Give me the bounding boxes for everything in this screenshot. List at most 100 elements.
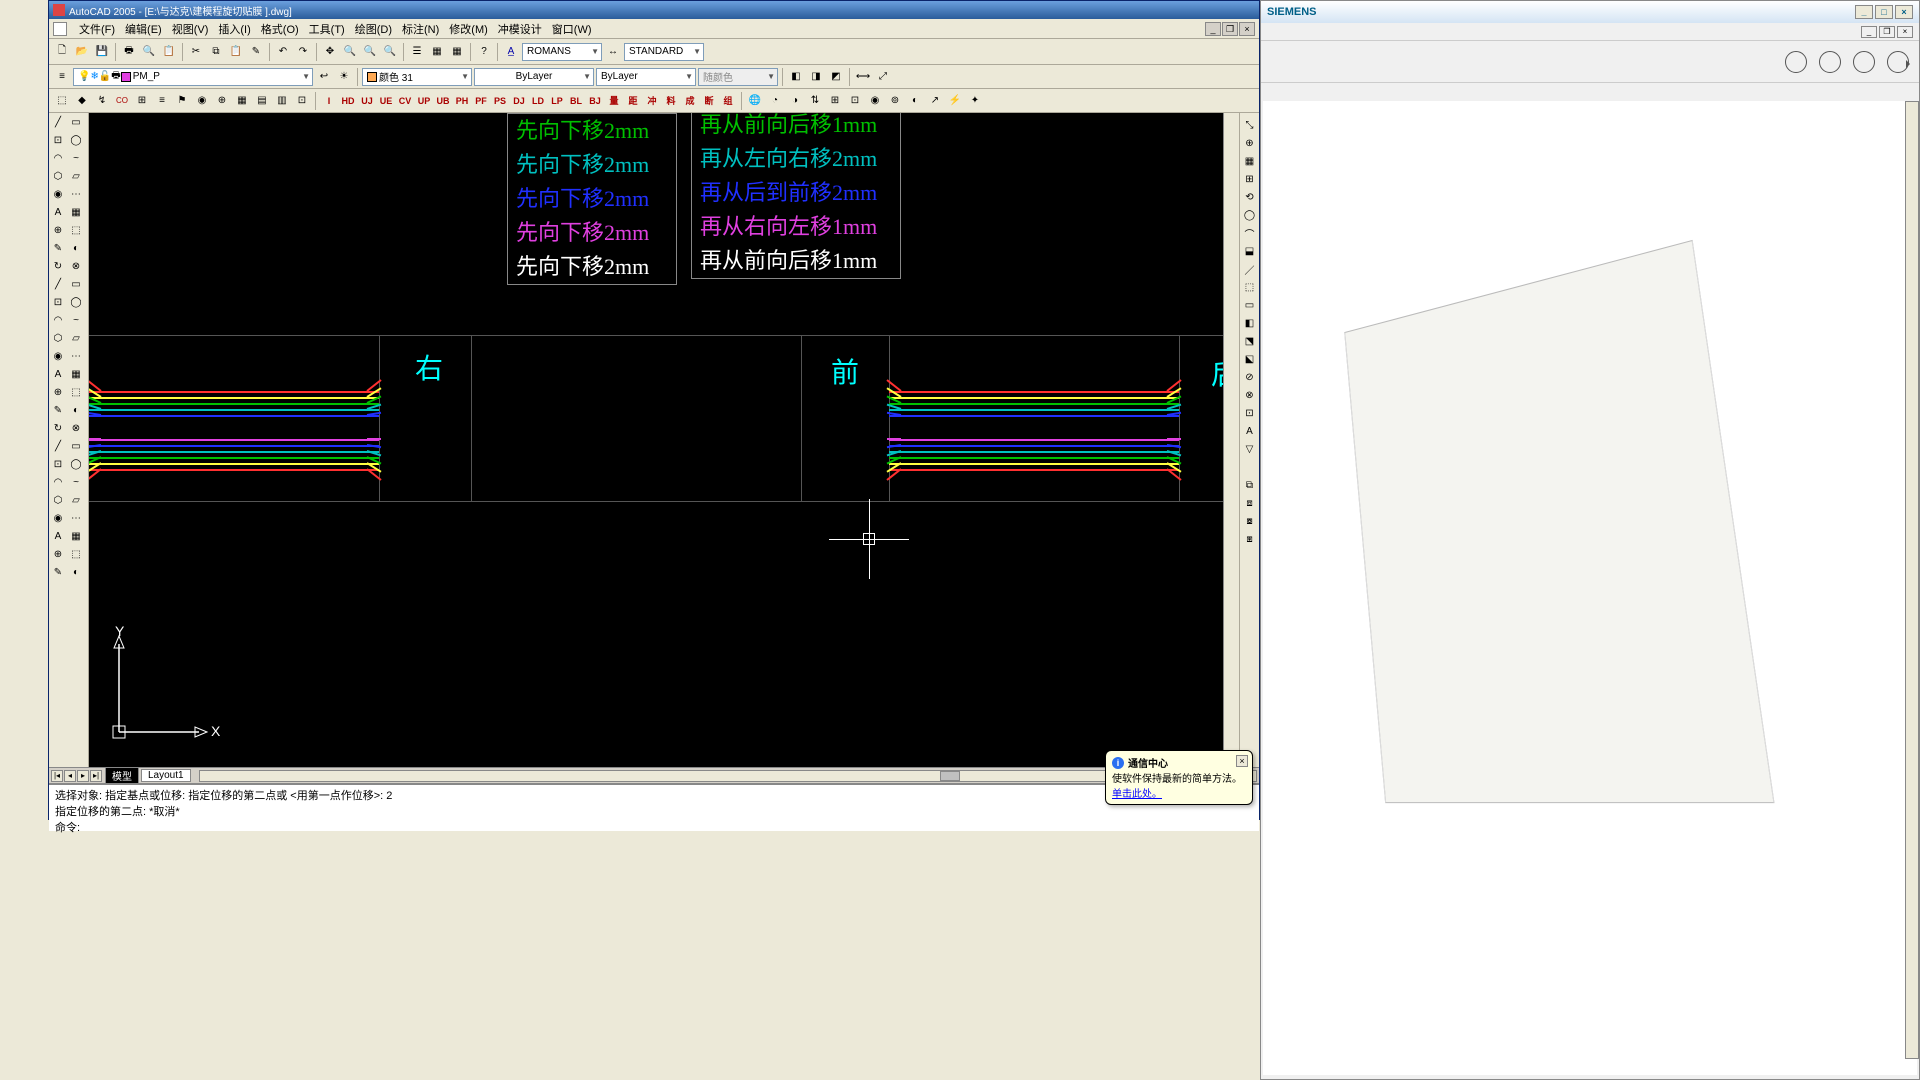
siemens-3d-viewport[interactable] <box>1263 101 1917 1075</box>
vscrollbar[interactable] <box>1223 113 1239 767</box>
punch-btn-18[interactable]: 料 <box>662 92 680 110</box>
command-window[interactable]: 选择对象: 指定基点或位移: 指定位移的第二点或 <用第一点作位移>: 2 指定… <box>49 783 1259 831</box>
ct-a11[interactable]: ⚡ <box>946 92 964 110</box>
new-icon[interactable]: 🗋 <box>53 43 71 61</box>
copy-icon[interactable]: ⧉ <box>207 43 225 61</box>
siemens-doc-restore[interactable]: ❐ <box>1879 26 1895 38</box>
punch-btn-2[interactable]: UJ <box>358 92 376 110</box>
dc-icon[interactable]: ▦ <box>428 43 446 61</box>
modify-tool-11[interactable]: ◧ <box>1242 315 1258 331</box>
siemens-min-button[interactable]: _ <box>1855 5 1873 19</box>
modify-tool-0[interactable]: ⤡ <box>1242 117 1258 133</box>
doc-min-button[interactable]: _ <box>1205 22 1221 36</box>
draw-tool-22-1[interactable]: ⋯ <box>67 509 85 527</box>
draw-tool-5-1[interactable]: ▦ <box>67 203 85 221</box>
menu-tools[interactable]: 工具(T) <box>305 20 349 38</box>
draw-tool-15-0[interactable]: ⊕ <box>49 383 67 401</box>
punch-btn-13[interactable]: BL <box>567 92 585 110</box>
iso-r-icon[interactable]: ◩ <box>827 68 845 86</box>
layer-state-icon[interactable]: ☀ <box>335 68 353 86</box>
modify-tool-15[interactable]: ⊗ <box>1242 387 1258 403</box>
siemens-vscrollbar[interactable] <box>1905 101 1919 1059</box>
ct-a10[interactable]: ↗ <box>926 92 944 110</box>
modify-tool-10[interactable]: ▭ <box>1242 297 1258 313</box>
draw-tool-5-0[interactable]: A <box>49 203 67 221</box>
print-icon[interactable]: 🖶 <box>120 43 138 61</box>
modify-tool-21[interactable]: ⧈ <box>1242 495 1258 511</box>
ct-6[interactable]: ⚑ <box>173 92 191 110</box>
draw-tool-20-1[interactable]: ~ <box>67 473 85 491</box>
draw-tool-21-0[interactable]: ⬡ <box>49 491 67 509</box>
redo-icon[interactable]: ↷ <box>294 43 312 61</box>
modify-tool-8[interactable]: ／ <box>1242 261 1258 277</box>
undo-icon[interactable]: ↶ <box>274 43 292 61</box>
draw-tool-13-0[interactable]: ◉ <box>49 347 67 365</box>
ct-a7[interactable]: ◉ <box>866 92 884 110</box>
draw-tool-6-0[interactable]: ⊕ <box>49 221 67 239</box>
ct-a1[interactable]: 🌐 <box>746 92 764 110</box>
draw-tool-0-1[interactable]: ▭ <box>67 113 85 131</box>
draw-tool-2-1[interactable]: ~ <box>67 149 85 167</box>
tab-layout1[interactable]: Layout1 <box>141 769 191 782</box>
draw-tool-11-1[interactable]: ~ <box>67 311 85 329</box>
draw-tool-21-1[interactable]: ▱ <box>67 491 85 509</box>
color-combo[interactable]: 颜色 31 <box>362 68 472 86</box>
ct-a3[interactable]: ◑ <box>786 92 804 110</box>
dim-1-icon[interactable]: ⟷ <box>854 68 872 86</box>
punch-btn-11[interactable]: LD <box>529 92 547 110</box>
text-style-icon[interactable]: A̲ <box>502 43 520 61</box>
ct-a2[interactable]: ◔ <box>766 92 784 110</box>
ct-3[interactable]: ↯ <box>93 92 111 110</box>
draw-tool-16-0[interactable]: ✎ <box>49 401 67 419</box>
save-icon[interactable]: 💾 <box>93 43 111 61</box>
hscrollbar[interactable] <box>199 770 1257 782</box>
draw-tool-17-1[interactable]: ⊗ <box>67 419 85 437</box>
iso-l-icon[interactable]: ◧ <box>787 68 805 86</box>
draw-tool-9-0[interactable]: ╱ <box>49 275 67 293</box>
modify-tool-23[interactable]: ⧆ <box>1242 531 1258 547</box>
tab-prev[interactable]: ◂ <box>64 770 76 782</box>
menu-edit[interactable]: 编辑(E) <box>121 20 166 38</box>
draw-tool-4-1[interactable]: ⋯ <box>67 185 85 203</box>
punch-btn-20[interactable]: 断 <box>700 92 718 110</box>
siemens-close-button[interactable]: × <box>1895 5 1913 19</box>
ct-11[interactable]: ▥ <box>273 92 291 110</box>
draw-tool-10-0[interactable]: ⊡ <box>49 293 67 311</box>
modify-tool-1[interactable]: ⊕ <box>1242 135 1258 151</box>
menu-file[interactable]: 文件(F) <box>75 20 119 38</box>
draw-tool-10-1[interactable]: ◯ <box>67 293 85 311</box>
draw-tool-15-1[interactable]: ⬚ <box>67 383 85 401</box>
modify-tool-2[interactable]: ▦ <box>1242 153 1258 169</box>
draw-tool-7-0[interactable]: ✎ <box>49 239 67 257</box>
draw-tool-7-1[interactable]: ◐ <box>67 239 85 257</box>
modify-tool-12[interactable]: ⬔ <box>1242 333 1258 349</box>
modify-tool-19[interactable] <box>1242 459 1258 475</box>
paste-icon[interactable]: 📋 <box>227 43 245 61</box>
lineweight-combo[interactable]: ByLayer <box>596 68 696 86</box>
ct-9[interactable]: ▦ <box>233 92 251 110</box>
tab-model[interactable]: 模型 <box>105 767 139 784</box>
ct-12[interactable]: ⊡ <box>293 92 311 110</box>
menu-format[interactable]: 格式(O) <box>257 20 303 38</box>
dim-style-combo[interactable]: STANDARD <box>624 43 704 61</box>
ct-5[interactable]: ≡ <box>153 92 171 110</box>
modify-tool-16[interactable]: ⊡ <box>1242 405 1258 421</box>
draw-tool-1-0[interactable]: ⊡ <box>49 131 67 149</box>
text-style-combo[interactable]: ROMANS <box>522 43 602 61</box>
zoom-rt-icon[interactable]: 🔍 <box>341 43 359 61</box>
draw-tool-11-0[interactable]: ◠ <box>49 311 67 329</box>
draw-tool-17-0[interactable]: ↻ <box>49 419 67 437</box>
draw-tool-19-0[interactable]: ⊡ <box>49 455 67 473</box>
tab-first[interactable]: |◂ <box>51 770 63 782</box>
menu-insert[interactable]: 插入(I) <box>214 20 254 38</box>
siemens-zoom-icon[interactable] <box>1853 51 1875 73</box>
menu-punch[interactable]: 冲模设计 <box>494 20 546 38</box>
punch-btn-14[interactable]: BJ <box>586 92 604 110</box>
ct-a5[interactable]: ⊞ <box>826 92 844 110</box>
modify-tool-14[interactable]: ⊘ <box>1242 369 1258 385</box>
tab-next[interactable]: ▸ <box>77 770 89 782</box>
ct-4[interactable]: ⊞ <box>133 92 151 110</box>
punch-btn-21[interactable]: 组 <box>719 92 737 110</box>
modify-tool-18[interactable]: ▽ <box>1242 441 1258 457</box>
doc-restore-button[interactable]: ❐ <box>1222 22 1238 36</box>
